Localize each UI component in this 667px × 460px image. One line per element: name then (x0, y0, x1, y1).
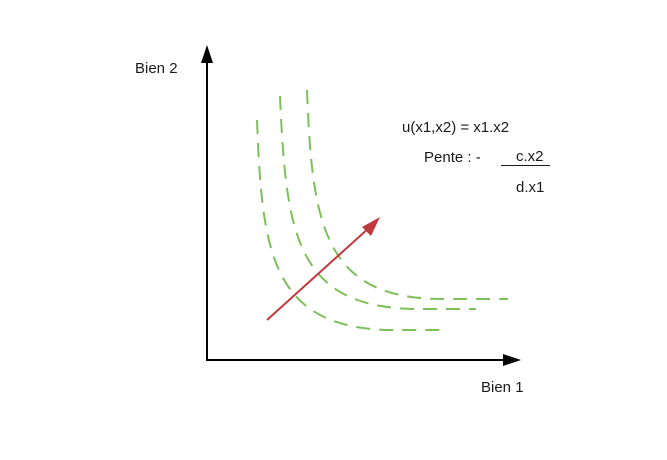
utility-function-label: u(x1,x2) = x1.x2 (402, 119, 510, 136)
slope-prefix-label: Pente : - (424, 149, 481, 166)
indifference-curve-mid (279, 95, 476, 310)
slope-numerator: c.x2 (516, 148, 544, 165)
indifference-curve-low (256, 119, 448, 331)
arrow-up-right-icon (266, 226, 371, 321)
x-axis-label: Bien 1 (481, 379, 524, 396)
x-axis-arrowhead (503, 354, 521, 366)
y-axis-label: Bien 2 (135, 60, 178, 77)
y-axis-arrowhead (201, 45, 213, 63)
direction-arrowhead (362, 217, 380, 236)
indifference-curve-high (306, 89, 508, 300)
slope-denominator: d.x1 (516, 179, 545, 196)
fraction-bar (501, 165, 550, 166)
